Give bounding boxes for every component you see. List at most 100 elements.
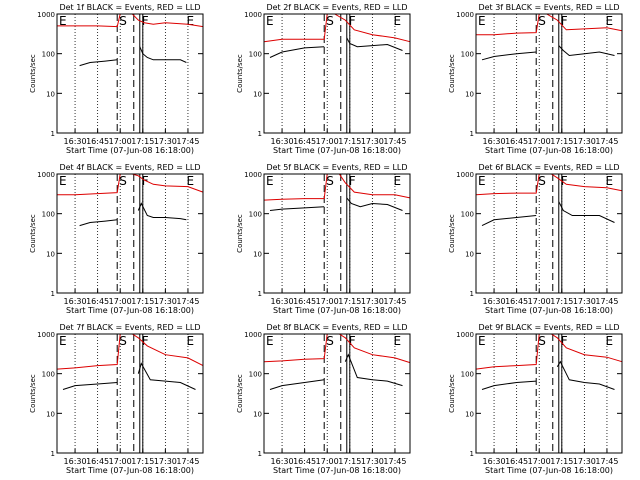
x-tick-label: 16:45 bbox=[86, 457, 109, 466]
panel-title: Det 7f BLACK = Events, RED = LLD bbox=[59, 323, 200, 332]
panel-title: Det 4f BLACK = Events, RED = LLD bbox=[59, 163, 200, 172]
x-tick-label: 17:45 bbox=[383, 297, 406, 306]
x-tick-label: 17:45 bbox=[595, 137, 618, 146]
y-tick-label: 1000 bbox=[244, 11, 262, 19]
marker-label-e: E bbox=[186, 334, 194, 348]
x-tick-label: 17:00 bbox=[316, 137, 339, 146]
y-tick-label: 1 bbox=[258, 290, 262, 298]
x-tick-label: 17:15 bbox=[338, 297, 361, 306]
series-lld-line bbox=[475, 173, 623, 196]
plot-frame bbox=[475, 173, 623, 294]
marker-label-e: E bbox=[266, 14, 274, 28]
panel-title: Det 1f BLACK = Events, RED = LLD bbox=[59, 3, 200, 12]
x-tick-label: 17:00 bbox=[109, 137, 132, 146]
x-axis-label: Start Time (07-Jun-08 16:18:00) bbox=[485, 466, 613, 475]
panel-det-9: Det 9f BLACK = Events, RED = LLD E S F E 1 10 1… bbox=[448, 323, 623, 475]
y-tick-label: 100 bbox=[249, 211, 262, 219]
marker-label-s: S bbox=[538, 14, 546, 28]
marker-label-e: E bbox=[266, 334, 274, 348]
x-tick-label: 17:45 bbox=[176, 457, 199, 466]
marker-label-e: E bbox=[266, 174, 274, 188]
y-axis-label: Counts/sec bbox=[448, 214, 456, 253]
x-tick-label: 17:45 bbox=[176, 137, 199, 146]
marker-label-e: E bbox=[59, 14, 67, 28]
panel-det-6: Det 6f BLACK = Events, RED = LLD E S F E 1 10 1… bbox=[448, 163, 623, 315]
x-tick-label: 17:45 bbox=[383, 457, 406, 466]
y-tick-label: 1000 bbox=[37, 331, 55, 339]
y-tick-label: 100 bbox=[461, 371, 474, 379]
y-axis-label: Counts/sec bbox=[448, 54, 456, 93]
marker-label-e: E bbox=[59, 334, 67, 348]
y-tick-label: 10 bbox=[465, 250, 474, 258]
x-tick-label: 17:15 bbox=[550, 137, 573, 146]
series-events-line bbox=[269, 197, 403, 211]
y-tick-label: 10 bbox=[46, 90, 55, 98]
y-tick-label: 100 bbox=[461, 211, 474, 219]
marker-label-e: E bbox=[605, 334, 613, 348]
marker-label-e: E bbox=[605, 174, 613, 188]
marker-label-e: E bbox=[478, 174, 486, 188]
panel-det-1: Det 1f BLACK = Events, RED = LLD E S F E 1 10 1… bbox=[29, 3, 204, 155]
x-axis-label: Start Time (07-Jun-08 16:18:00) bbox=[273, 306, 401, 315]
panel-title: Det 5f BLACK = Events, RED = LLD bbox=[266, 163, 407, 172]
x-axis-label: Start Time (07-Jun-08 16:18:00) bbox=[273, 146, 401, 155]
series-lld-line bbox=[57, 173, 204, 196]
plot-frame bbox=[263, 173, 411, 294]
marker-label-e: E bbox=[59, 174, 67, 188]
plot-frame bbox=[263, 13, 411, 134]
plot-frame bbox=[56, 333, 204, 454]
y-tick-label: 1000 bbox=[456, 11, 474, 19]
marker-label-e: E bbox=[478, 334, 486, 348]
y-axis-label: Counts/sec bbox=[29, 214, 37, 253]
panel-det-3: Det 3f BLACK = Events, RED = LLD E S F E 1 10 1… bbox=[448, 3, 623, 155]
marker-label-e: E bbox=[186, 174, 194, 188]
x-tick-label: 17:30 bbox=[573, 297, 596, 306]
x-tick-label: 17:30 bbox=[573, 457, 596, 466]
x-tick-label: 16:30 bbox=[483, 297, 506, 306]
y-tick-label: 100 bbox=[42, 51, 55, 59]
marker-label-f: F bbox=[561, 334, 568, 348]
series-events-line bbox=[481, 45, 615, 61]
marker-label-f: F bbox=[349, 174, 356, 188]
y-tick-label: 1000 bbox=[456, 331, 474, 339]
plot-frame bbox=[475, 333, 623, 454]
series-events-line bbox=[269, 353, 403, 390]
marker-label-e: E bbox=[478, 14, 486, 28]
y-tick-label: 10 bbox=[465, 90, 474, 98]
x-tick-label: 17:45 bbox=[595, 297, 618, 306]
plot-frame bbox=[263, 333, 411, 454]
x-axis-label: Start Time (07-Jun-08 16:18:00) bbox=[66, 146, 194, 155]
panel-det-5: Det 5f BLACK = Events, RED = LLD E S F E 1 10 1… bbox=[236, 163, 411, 315]
y-axis-label: Counts/sec bbox=[236, 214, 244, 253]
x-tick-label: 16:45 bbox=[86, 297, 109, 306]
x-tick-label: 16:45 bbox=[505, 137, 528, 146]
x-axis-label: Start Time (07-Jun-08 16:18:00) bbox=[273, 466, 401, 475]
y-axis-label: Counts/sec bbox=[29, 374, 37, 413]
y-tick-label: 10 bbox=[253, 90, 262, 98]
y-tick-label: 1000 bbox=[456, 171, 474, 179]
x-tick-label: 17:30 bbox=[154, 137, 177, 146]
x-tick-label: 17:45 bbox=[595, 457, 618, 466]
x-tick-label: 17:30 bbox=[154, 297, 177, 306]
y-tick-label: 10 bbox=[253, 250, 262, 258]
y-axis-label: Counts/sec bbox=[29, 54, 37, 93]
x-tick-label: 17:00 bbox=[316, 457, 339, 466]
y-tick-label: 1000 bbox=[37, 11, 55, 19]
y-tick-label: 100 bbox=[42, 371, 55, 379]
marker-label-e: E bbox=[605, 14, 613, 28]
y-tick-label: 100 bbox=[249, 371, 262, 379]
series-lld-line bbox=[476, 13, 623, 36]
x-tick-label: 17:30 bbox=[573, 137, 596, 146]
x-tick-label: 17:00 bbox=[109, 457, 132, 466]
y-tick-label: 1 bbox=[51, 130, 55, 138]
series-events-line bbox=[79, 46, 187, 67]
marker-label-e: E bbox=[393, 14, 401, 28]
x-tick-label: 16:45 bbox=[293, 297, 316, 306]
x-tick-label: 16:45 bbox=[505, 457, 528, 466]
panel-title: Det 3f BLACK = Events, RED = LLD bbox=[478, 3, 619, 12]
marker-label-f: F bbox=[142, 14, 149, 28]
x-tick-label: 17:00 bbox=[528, 137, 551, 146]
marker-label-f: F bbox=[142, 334, 149, 348]
y-tick-label: 1 bbox=[470, 130, 474, 138]
